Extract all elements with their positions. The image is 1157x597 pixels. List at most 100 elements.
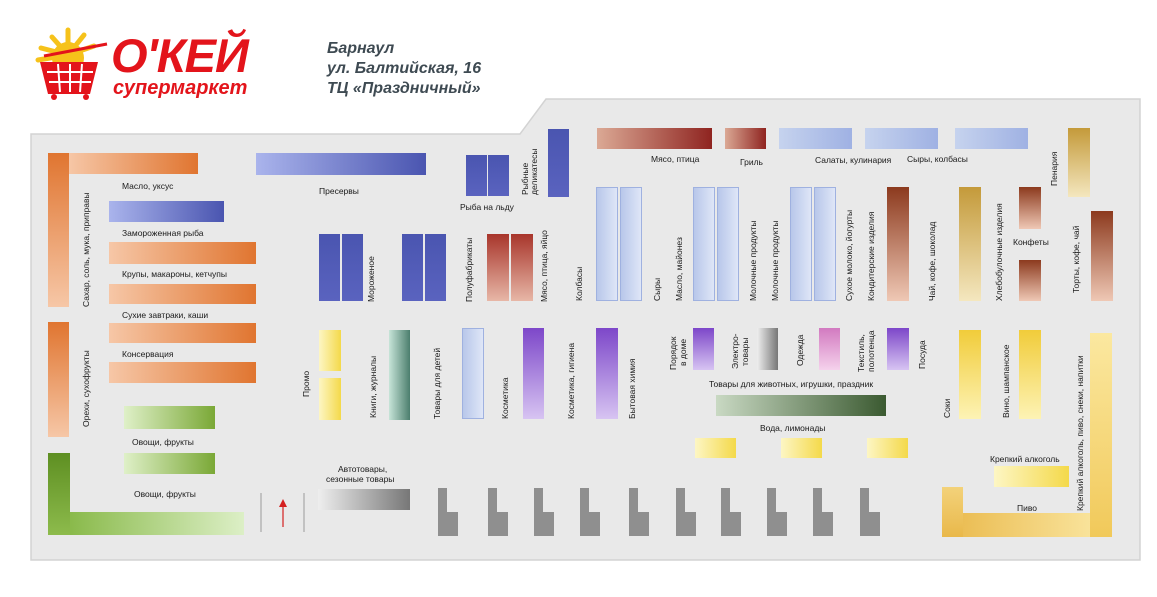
- beer-l-rack: [942, 513, 1112, 537]
- label-suhie-zavtraki: Сухие завтраки, каши: [122, 310, 209, 320]
- label-tekstil-1: Текстиль,: [856, 334, 866, 372]
- rack-voda-small-2: [781, 438, 822, 458]
- label-kosmetika: Косметика: [500, 377, 510, 420]
- alcohol-rack-right: [1090, 333, 1112, 537]
- rack-maslo-maionez-1: [693, 187, 715, 301]
- rack-preservy: [256, 153, 426, 175]
- rack-chai-kofe: [959, 187, 981, 301]
- rack-voda: [716, 395, 886, 416]
- label-vino: Вино, шампанское: [1001, 344, 1011, 419]
- label-maslo: Масло, уксус: [122, 181, 174, 191]
- arrow-up-icon: [279, 499, 287, 527]
- label-ovoschi-1: Овощи, фрукты: [132, 437, 194, 447]
- label-avtotovary-2: сезонные товары: [326, 474, 395, 484]
- label-ryba-na-ldu: Рыба на льду: [460, 202, 514, 212]
- rack-poryadok: [693, 328, 714, 370]
- logo-tagline: супермаркет: [113, 77, 248, 99]
- rack-promo-2: [319, 378, 341, 420]
- rack-syry-kolbasy-1: [865, 128, 938, 149]
- label-penariya: Пенария: [1049, 151, 1059, 186]
- rack-konservaciya-2: [109, 362, 256, 383]
- label-krepkiy-alkogol-pivo: Крепкий алкоголь, пиво, снеки, напитки: [1075, 355, 1085, 511]
- label-hlebobulochnye: Хлебобулочные изделия: [994, 203, 1004, 301]
- label-gril: Гриль: [740, 157, 763, 167]
- label-voda: Вода, лимонады: [760, 423, 826, 433]
- rack-morozhenoe-2: [342, 234, 363, 301]
- rack-vino: [1019, 330, 1041, 419]
- rack-molochnye-2: [814, 187, 836, 301]
- label-preservy: Пресервы: [319, 186, 359, 196]
- okey-logo-icon: [35, 27, 108, 100]
- label-tovary-dlya-zhivotnyh: Товары для животных, игрушки, праздник: [709, 379, 874, 389]
- rack-ovoschi-2: [124, 453, 215, 474]
- label-rybnye-delikatesy: Рыбные деликатесы: [520, 148, 539, 195]
- rack-knigi: [389, 330, 410, 420]
- label-ovoschi-2: Овощи, фрукты: [134, 489, 196, 499]
- rack-myaso-ptica-yaico-1: [487, 234, 509, 301]
- label-krupy: Крупы, макароны, кетчупы: [122, 269, 227, 279]
- rack-gril: [725, 128, 766, 149]
- label-elektro-2: товары: [740, 337, 750, 366]
- rack-konfety-1: [1019, 187, 1041, 229]
- rack-konditerskie: [887, 187, 909, 301]
- label-konfety: Конфеты: [1013, 237, 1049, 247]
- rack-polufabrikaty-1: [402, 234, 423, 301]
- label-bytovaya-himiya: Бытовая химия: [627, 358, 637, 419]
- label-suhoe-moloko: Сухое молоко, йогурты: [844, 209, 854, 301]
- rack-molochnye-1: [790, 187, 812, 301]
- checkout-counters: [438, 488, 880, 536]
- rack-posuda: [887, 328, 909, 370]
- label-salaty: Салаты, кулинария: [815, 155, 892, 165]
- rack-odezhda: [819, 328, 840, 370]
- label-torty: Торты, кофе, чай: [1071, 225, 1081, 293]
- label-molochnye-1: Молочные продукты: [748, 220, 758, 301]
- label-tekstil-2: полотенца: [866, 330, 876, 372]
- label-promo: Промо: [301, 370, 311, 397]
- logo-brand: О'КЕЙ: [111, 29, 249, 82]
- label-sahar: Сахар, соль, мука, приправы: [81, 192, 91, 307]
- label-elektro-1: Электро-: [730, 333, 740, 369]
- label-avtotovary-1: Автотовары,: [338, 464, 388, 474]
- label-syry-kolbasy: Сыры, колбасы: [907, 154, 968, 164]
- label-konditerskie: Кондитерские изделия: [866, 211, 876, 301]
- label-posuda: Посуда: [917, 340, 927, 369]
- rack-kolbasy-2: [620, 187, 642, 301]
- rack-avtotovary: [318, 489, 410, 510]
- rack-ryba-na-ldu-2: [488, 155, 509, 196]
- rack-promo-1: [319, 330, 341, 371]
- rack-penariya: [1068, 128, 1090, 197]
- label-zamorozh-ryba: Замороженная рыба: [122, 228, 204, 238]
- rack-zamorozh-ryba: [109, 201, 224, 222]
- rack-rybnye-delikatesy: [548, 129, 569, 197]
- label-pivo: Пиво: [1017, 503, 1038, 513]
- address-city: Барнаул: [327, 40, 395, 57]
- label-orehi: Орехи, сухофрукты: [81, 350, 91, 427]
- rack-voda-small-1: [695, 438, 736, 458]
- floor-area: [30, 98, 1141, 561]
- address-mall: ТЦ «Праздничный»: [327, 80, 481, 97]
- label-krepkiy-alkogol: Крепкий алкоголь: [990, 454, 1060, 464]
- label-myaso-ptica: Мясо, птица: [651, 154, 700, 164]
- rack-torty: [1091, 211, 1113, 301]
- rack-soki: [959, 330, 981, 419]
- rack-syry-kolbasy-2: [955, 128, 1028, 149]
- rack-orehi: [48, 322, 69, 437]
- label-tovary-dlya-detey: Товары для детей: [432, 347, 442, 419]
- rack-maslo-maionez-2: [717, 187, 739, 301]
- vegetable-l-rack: [48, 453, 244, 535]
- rack-sahar: [48, 153, 69, 307]
- rack-bytovaya-himiya: [596, 328, 618, 419]
- rack-suhie-zavtraki: [109, 284, 256, 304]
- rack-myaso-ptica-yaico-2: [511, 234, 533, 301]
- rack-morozhenoe-1: [319, 234, 340, 301]
- rack-konfety-2: [1019, 260, 1041, 301]
- label-maslo-maionez: Масло, майонез: [674, 237, 684, 301]
- label-chai-kofe: Чай, кофе, шоколад: [927, 221, 937, 301]
- label-soki: Соки: [942, 398, 952, 418]
- label-poryadok-2: в доме: [678, 338, 688, 366]
- rack-myaso-ptica: [597, 128, 712, 149]
- label-knigi: Книги, журналы: [368, 355, 378, 418]
- label-morozhenoe: Мороженое: [366, 256, 376, 302]
- rack-salaty: [779, 128, 852, 149]
